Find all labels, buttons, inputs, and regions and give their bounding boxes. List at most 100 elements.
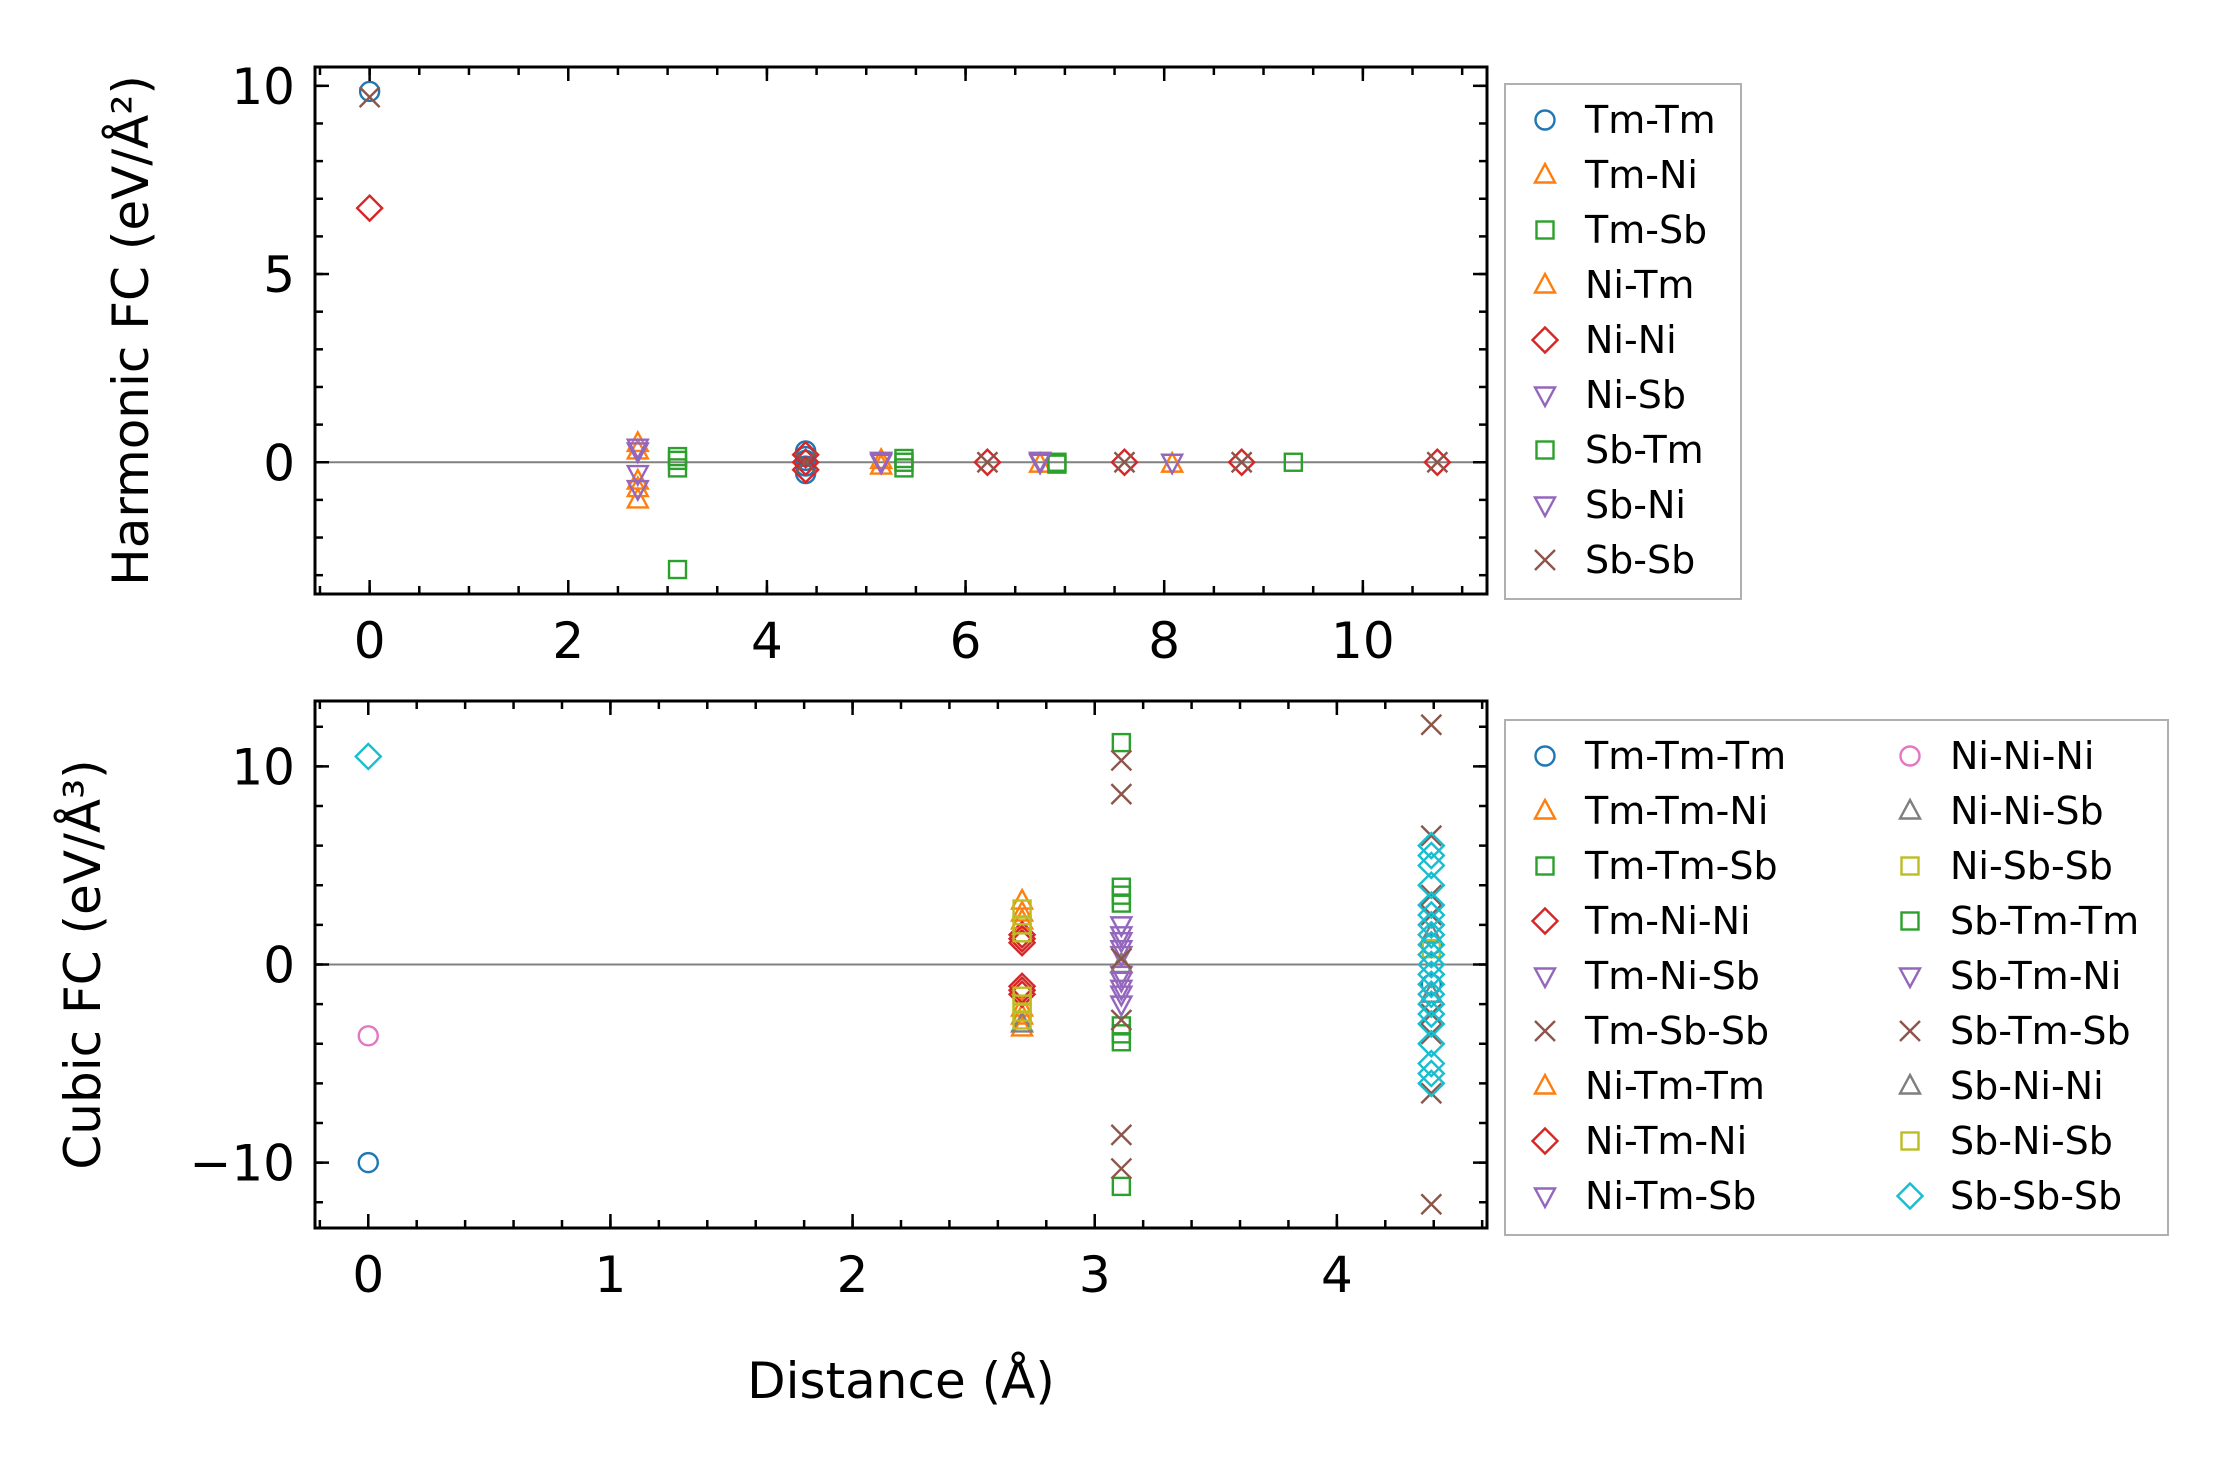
point-sb-sb-sb [1417,940,1446,969]
legend-marker-ni-tm-tm [1532,1072,1558,1095]
point-sb-tm [1047,454,1067,474]
legend-label-sb-sb: Sb-Sb [1585,538,1695,582]
legend-marker-sb-tm-ni [1897,967,1923,990]
legend-marker-sb-ni [1532,496,1558,519]
point-sb-tm-sb [1110,1009,1133,1031]
legend-marker-ni-ni-sb [1897,797,1923,820]
point-ni-ni-sb [1010,1010,1035,1033]
legend-marker-sb-tm-sb [1899,1020,1921,1042]
point-ni-sb-sb [1012,923,1032,943]
point-sb-tm-sb [1110,947,1133,970]
legend-marker-tm-sb-sb [1534,1020,1556,1042]
x-tick-label: 10 [1331,612,1395,670]
point-sb-sb [1230,451,1253,474]
point-sb-sb-sb [1417,900,1446,930]
y-tick-label: 10 [231,58,295,116]
x-tick-label: 4 [1321,1246,1353,1304]
x-tick-label: 2 [552,612,584,670]
legend-label-sb-tm: Sb-Tm [1585,428,1704,472]
legend-label-ni-ni-sb: Ni-Ni-Sb [1950,789,2104,833]
point-ni-sb [625,442,650,465]
point-sb-tm-sb [1420,884,1443,907]
x-tick-label: 1 [595,1246,627,1304]
legend-label-sb-tm-ni: Sb-Tm-Ni [1950,954,2121,998]
legend-label-sb-ni-sb: Sb-Ni-Sb [1950,1119,2113,1163]
point-sb-ni [869,451,894,474]
legend-marker-ni-tm [1532,271,1558,294]
legend-marker-tm-ni [1532,161,1558,184]
point-sb-ni [625,438,650,461]
y-tick-label: 10 [231,738,295,796]
point-tm-tm-ni [1010,1014,1035,1037]
point-tm-tm-ni [1010,1002,1035,1025]
point-sb-tm [894,452,914,472]
point-sb-sb-sb [1417,910,1446,940]
point-sb-ni-sb [1012,1010,1032,1030]
x-tick-label: 4 [751,612,783,670]
point-sb-sb-sb [1417,980,1446,1009]
point-sb-sb-sb [1417,890,1446,920]
point-sb-tm [667,450,688,471]
point-sb-sb-sb [1417,851,1446,880]
legend-label-tm-tm-ni: Tm-Tm-Ni [1584,789,1768,833]
x-tick-label: 0 [352,1246,384,1304]
point-tm-sb-sb [1420,1193,1443,1216]
x-tick-label: 6 [950,612,982,670]
legend-marker-ni-tm-ni [1530,1126,1560,1156]
point-sb-sb-sb [1417,1009,1446,1039]
point-sb-tm-sb [1420,824,1443,847]
point-ni-sb [625,479,650,503]
point-tm-tm-tm [357,1151,379,1174]
x-tick-label: 8 [1148,612,1180,670]
point-tm-sb-sb [1110,1157,1133,1180]
point-sb-sb [1426,451,1449,474]
legend-marker-sb-sb-sb [1895,1181,1925,1211]
point-ni-sb [1160,453,1185,476]
cubic-plot-frame [313,699,1489,1230]
legend-marker-sb-ni-sb [1900,1131,1920,1151]
point-sb-ni [1028,451,1053,474]
point-tm-sb [1283,452,1304,472]
legend-marker-sb-tm-tm [1900,911,1920,931]
point-sb-sb-sb [1417,920,1446,949]
cubic-axis-ticks: 0 1 2 3 4 −10 0 10 [189,701,1487,1304]
point-sb-sb-sb [1417,831,1446,860]
point-ni-ni [791,440,820,469]
y-tick-label: 0 [263,434,295,492]
point-sb-sb-sb [1417,970,1446,999]
harmonic-plot-frame [313,65,1489,596]
legend-label-tm-tm: Tm-Tm [1584,98,1716,142]
point-sb-sb-sb [1417,960,1446,989]
point-ni-ni [791,455,820,484]
point-tm-sb-sb [1420,713,1443,736]
point-sb-sb [358,86,381,108]
point-ni-ni-ni [357,1025,379,1047]
point-sb-sb-sb [1417,999,1446,1029]
point-sb-tm-sb [1420,1022,1443,1045]
point-ni-ni-sb [1109,950,1134,974]
point-sb-tm-ni [1109,939,1134,963]
legend-marker-tm-tm-tm [1534,745,1556,767]
point-ni-ni [355,193,384,223]
point-tm-ni-sb [1109,932,1134,955]
point-sb-sb-sb [1417,871,1446,900]
legend-label-ni-tm-sb: Ni-Tm-Sb [1585,1174,1756,1218]
point-sb-tm-tm [1111,885,1132,905]
point-tm-ni [625,486,650,509]
point-sb-sb [1113,451,1136,474]
harmonic-legend: Tm-Tm Tm-Ni Tm-Sb Ni-Tm Ni-Ni Ni-Sb Sb-Tm Sb-Ni… [1504,83,1742,600]
legend-marker-tm-tm [1534,109,1556,131]
point-sb-sb-sb [1417,989,1446,1019]
point-ni-tm-sb [1109,985,1134,1008]
harmonic-axis-ticks: 0 2 4 6 8 10 0 5 10 [231,58,1487,670]
point-sb-sb [794,451,817,474]
legend-box [1504,719,2169,1236]
legend-marker-sb-sb [1534,549,1556,571]
x-tick-label: 3 [1079,1246,1111,1304]
point-tm-sb-sb [1110,1124,1133,1146]
point-tm-tm [358,80,381,103]
legend-label-tm-ni: Tm-Ni [1584,153,1698,197]
cubic-y-axis-label: Cubic FC (eV/Å³) [54,759,112,1169]
